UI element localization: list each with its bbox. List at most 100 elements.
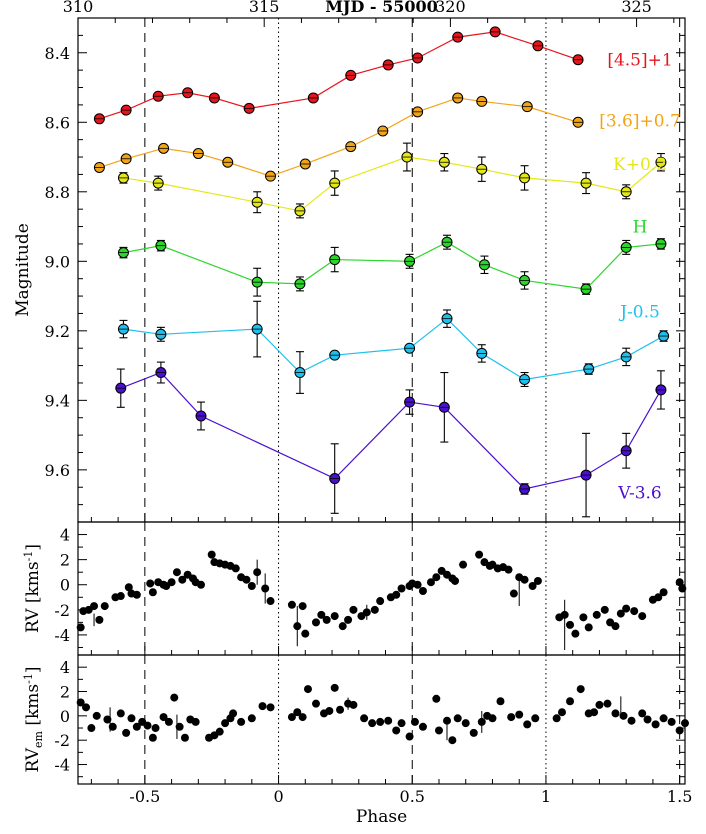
rvem-data-point bbox=[397, 719, 406, 728]
rvem-data-point bbox=[311, 699, 320, 708]
rvem-y-tick-label: -4 bbox=[54, 756, 70, 775]
rvem-data-point bbox=[595, 700, 604, 709]
rvem-data-point bbox=[392, 726, 401, 735]
series-label: [4.5]+1 bbox=[607, 51, 672, 71]
rvem-data-point bbox=[405, 732, 414, 741]
series-line bbox=[99, 31, 579, 120]
rvem-data-point bbox=[432, 694, 441, 703]
rv-data-point bbox=[426, 578, 435, 587]
rv-data-point bbox=[638, 612, 647, 621]
rvem-data-point bbox=[108, 722, 117, 731]
rvem-data-point bbox=[229, 709, 238, 718]
rvem-data-point bbox=[507, 713, 516, 722]
rv-data-point bbox=[392, 590, 401, 599]
top-x-tick-label: 310 bbox=[63, 0, 94, 16]
rvem-data-point bbox=[287, 713, 296, 722]
rvem-y-axis-label: RVem [kms-1] bbox=[22, 667, 45, 773]
rv-data-point bbox=[330, 612, 339, 621]
series-1 bbox=[93, 92, 584, 182]
y-tick-label: 9.2 bbox=[45, 322, 70, 341]
rvem-data-point bbox=[116, 709, 125, 718]
y-tick-label: 9.6 bbox=[45, 461, 70, 480]
rv-data-point bbox=[520, 575, 529, 584]
rvem-data-point bbox=[410, 717, 419, 726]
rv-data-point bbox=[124, 583, 133, 592]
rv-y-axis-label: RV [kms-1] bbox=[22, 544, 43, 633]
y-axis-label: Magnitude bbox=[13, 223, 33, 317]
rv-y-tick-label: -2 bbox=[54, 601, 70, 620]
rv-data-point bbox=[132, 590, 141, 599]
rvem-data-point bbox=[82, 703, 91, 712]
rvem-data-point bbox=[330, 683, 339, 692]
rv-data-point bbox=[533, 576, 542, 585]
rv-data-point bbox=[231, 564, 240, 573]
rv-data-point bbox=[592, 610, 601, 619]
rv-data-point bbox=[654, 593, 663, 602]
y-tick-label: 9.0 bbox=[45, 252, 70, 271]
rvem-data-point bbox=[627, 716, 636, 725]
rv-data-point bbox=[509, 589, 518, 598]
rv-data-point bbox=[600, 605, 609, 614]
rv-data-point bbox=[630, 607, 639, 616]
rv-data-point bbox=[678, 584, 687, 593]
rv-data-point bbox=[207, 550, 216, 559]
rv-data-point bbox=[100, 602, 109, 611]
rvem-data-point bbox=[164, 717, 173, 726]
rv-data-point bbox=[287, 600, 296, 609]
rvem-data-point bbox=[303, 685, 312, 694]
rvem-y-tick-label: -2 bbox=[54, 731, 70, 750]
rv-data-point bbox=[675, 578, 684, 587]
rv-data-point bbox=[298, 602, 307, 611]
rv-data-point bbox=[418, 587, 427, 596]
rvem-data-point bbox=[384, 716, 393, 725]
series-label: K+0.2 bbox=[613, 155, 667, 175]
rvem-data-point bbox=[496, 697, 505, 706]
rv-data-point bbox=[90, 602, 99, 611]
series-label: J-0.5 bbox=[618, 303, 660, 323]
rv-data-point bbox=[571, 629, 580, 638]
rv-data-point bbox=[95, 615, 104, 624]
series-5 bbox=[115, 361, 667, 518]
rv-data-point bbox=[338, 622, 347, 631]
y-tick-label: 8.8 bbox=[45, 183, 70, 202]
rvem-data-point bbox=[681, 719, 689, 728]
rv-data-point bbox=[451, 576, 460, 585]
rvem-data-point bbox=[180, 733, 189, 742]
x-tick-label: 0 bbox=[273, 787, 283, 806]
rv-data-point bbox=[76, 623, 85, 632]
rv-data-point bbox=[197, 580, 206, 589]
x-tick-label: 1.5 bbox=[667, 787, 692, 806]
series-3 bbox=[117, 234, 667, 297]
rvem-data-point bbox=[87, 724, 96, 733]
rvem-data-point bbox=[258, 702, 267, 711]
panel-frame-1 bbox=[77, 17, 686, 523]
rv-data-point bbox=[579, 613, 588, 622]
rv-data-point bbox=[659, 588, 668, 597]
rvem-data-point bbox=[298, 713, 307, 722]
rvem-data-point bbox=[221, 719, 230, 728]
series-line bbox=[123, 241, 661, 290]
rv-data-point bbox=[370, 605, 379, 614]
rvem-data-point bbox=[103, 715, 112, 724]
rvem-data-point bbox=[552, 714, 561, 723]
rv-data-point bbox=[311, 618, 320, 627]
rvem-data-point bbox=[643, 715, 652, 724]
rv-data-point bbox=[167, 578, 176, 587]
series-line bbox=[123, 317, 664, 381]
rvem-data-point bbox=[576, 685, 585, 694]
x-tick-label: 1 bbox=[541, 787, 551, 806]
rv-y-tick-label: -4 bbox=[54, 626, 70, 645]
rvem-data-point bbox=[151, 724, 160, 733]
rv-data-point bbox=[349, 605, 358, 614]
rv-data-point bbox=[247, 581, 256, 590]
rv-points bbox=[76, 550, 687, 638]
rvem-data-point bbox=[488, 714, 497, 723]
rv-data-point bbox=[413, 580, 422, 589]
top-x-tick-label: 320 bbox=[435, 0, 466, 16]
rv-data-point bbox=[611, 622, 620, 631]
rvem-data-point bbox=[667, 717, 676, 726]
rv-data-point bbox=[116, 592, 125, 601]
rvem-data-point bbox=[170, 693, 179, 702]
rvem-data-point bbox=[638, 709, 647, 718]
